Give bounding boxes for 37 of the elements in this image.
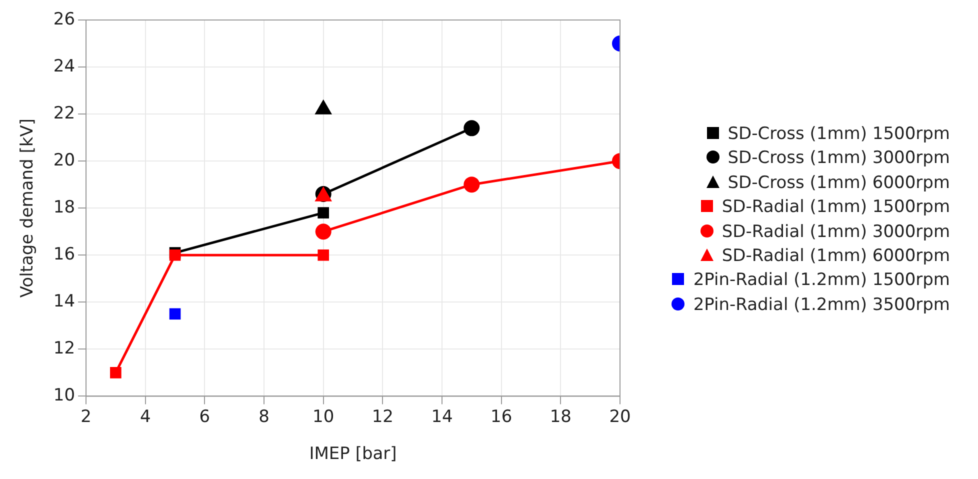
x-tick-label: 12: [372, 406, 394, 427]
x-tick-label: 20: [609, 406, 631, 427]
x-tick-label: 16: [490, 406, 512, 427]
legend-label: SD-Cross (1mm) 3000rpm: [728, 148, 950, 168]
x-tick-label: 14: [431, 406, 453, 427]
y-axis-title: Voltage demand [kV]: [18, 118, 38, 298]
y-tick-label: 12: [53, 338, 76, 359]
x-tick-label: 6: [199, 406, 210, 427]
point: [318, 207, 330, 218]
x-tick-label: 8: [258, 406, 270, 427]
y-tick-label: 16: [53, 244, 76, 265]
legend-label: SD-Cross (1mm) 1500rpm: [728, 124, 950, 144]
x-tick-label: 18: [550, 406, 572, 427]
point: [169, 308, 181, 320]
x-tick-label: 2: [80, 406, 92, 427]
legend-label: SD-Radial (1mm) 3000rpm: [722, 222, 950, 242]
x-axis-title: IMEP [bar]: [309, 444, 397, 464]
legend-label: SD-Radial (1mm) 1500rpm: [722, 197, 950, 218]
y-tick-label: 18: [53, 198, 76, 218]
point: [464, 120, 480, 136]
x-tick-label: 10: [312, 406, 334, 427]
point: [464, 176, 480, 193]
y-tick-label: 22: [53, 103, 76, 124]
y-tick-label: 10: [53, 386, 76, 406]
y-tick-label: 14: [53, 292, 76, 312]
point: [169, 249, 181, 261]
legend-label: 2Pin-Radial (1.2mm) 1500rpm: [693, 270, 950, 290]
y-tick-label: 20: [53, 150, 76, 170]
point: [110, 367, 122, 378]
point: [315, 224, 332, 240]
y-tick-label: 26: [53, 9, 76, 30]
legend-label: SD-Radial (1mm) 6000rpm: [722, 246, 950, 266]
x-tick-label: 4: [140, 406, 151, 427]
point: [318, 249, 330, 261]
legend-label: SD-Cross (1mm) 6000rpm: [728, 172, 950, 193]
legend-label: 2Pin-Radial (1.2mm) 3500rpm: [693, 294, 950, 315]
y-tick-label: 24: [53, 56, 76, 76]
